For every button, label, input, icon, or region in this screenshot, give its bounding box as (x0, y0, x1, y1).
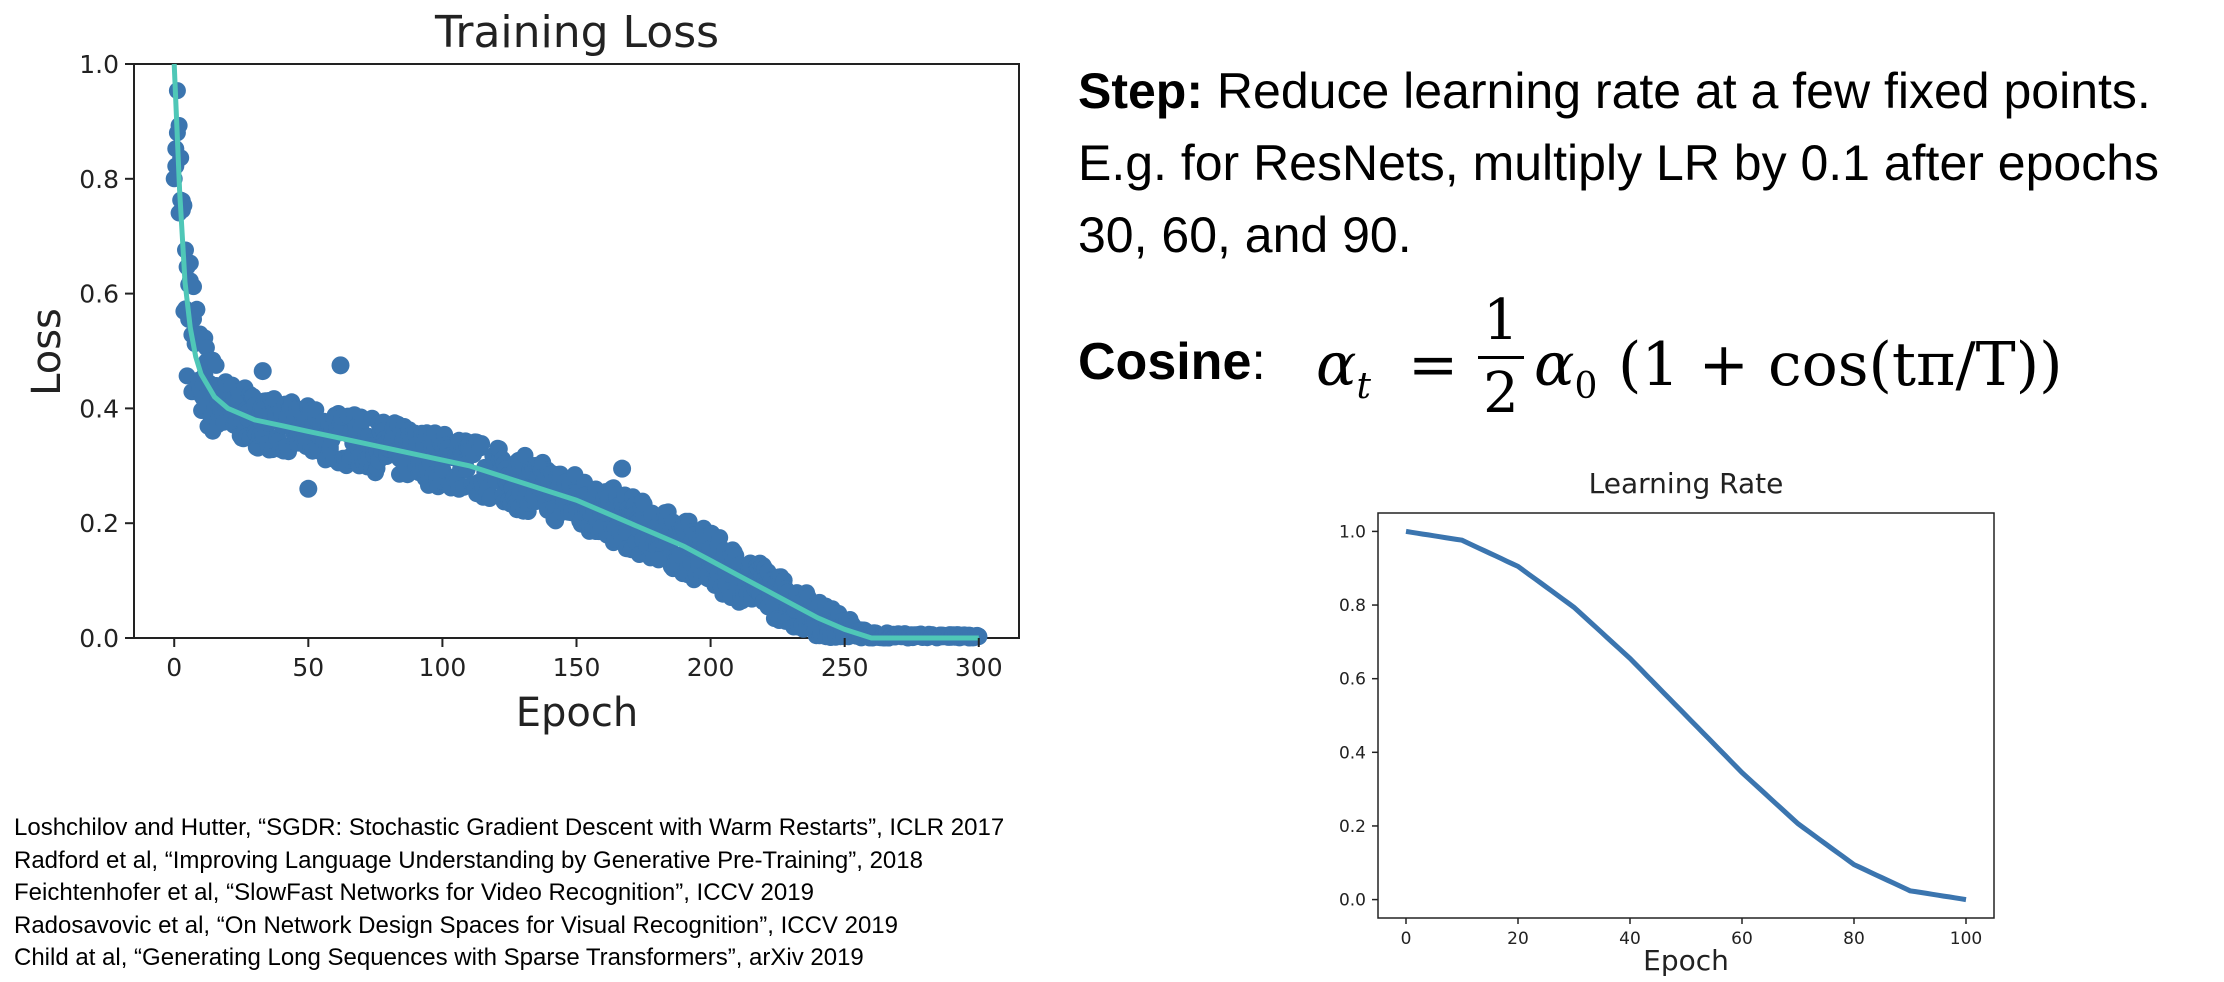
formula-lhs: α (1316, 330, 1357, 400)
cosine-schedule: Cosine: αt = 1 2 α0 (1 + cos(tπ/T)) (1078, 290, 2198, 440)
cosine-colon: : (1251, 333, 1266, 391)
lr-x-tick-label: 20 (1507, 929, 1529, 949)
formula-equals: = (1408, 330, 1459, 400)
training-loss-chart: Training Loss 0 50 100 150 200 250 300 0.0 0.2 0.… (24, 7, 1020, 736)
loss-x-tick-label: 250 (821, 653, 869, 682)
step-body: Reduce learning rate at a few fixed poin… (1078, 63, 2160, 263)
lr-x-tick-label: 60 (1731, 929, 1753, 949)
formula-alpha-0: α0 (1534, 330, 1597, 407)
loss-y-tick-label: 0.6 (79, 280, 119, 309)
lr-y-tick-label: 0.4 (1339, 743, 1366, 763)
formula-alpha0: α (1534, 330, 1575, 400)
loss-x-tick-label: 50 (292, 653, 324, 682)
formula-rhs: (1 + cos(tπ/T)) (1618, 330, 2063, 400)
lr-y-tick-label: 0.0 (1339, 891, 1366, 911)
loss-outlier-point (299, 479, 318, 498)
reference-item: Radford et al, “Improving Language Under… (14, 846, 923, 874)
references-list: Loshchilov and Hutter, “SGDR: Stochastic… (14, 812, 1004, 975)
reference-item: Feichtenhofer et al, “SlowFast Networks … (14, 879, 814, 906)
loss-chart-title: Training Loss (434, 7, 719, 58)
lr-x-tick-label: 80 (1843, 929, 1865, 949)
loss-point (185, 278, 202, 296)
loss-y-tick-label: 0.8 (79, 165, 119, 194)
lr-y-tick-label: 1.0 (1339, 522, 1366, 542)
formula-alpha-t: αt (1316, 330, 1371, 407)
formula-numerator: 1 (1483, 288, 1519, 353)
lr-y-tick-label: 0.8 (1339, 596, 1366, 616)
step-description: Step: Reduce learning rate at a few fixe… (1078, 55, 2198, 271)
loss-y-axis-label: Loss (24, 308, 70, 396)
formula-lhs-sub: t (1356, 366, 1371, 407)
cosine-label-group: Cosine: (1078, 332, 1266, 392)
cosine-label: Cosine (1078, 333, 1252, 391)
loss-x-axis-label: Epoch (516, 690, 638, 736)
lr-chart-title: Learning Rate (1589, 467, 1784, 500)
loss-y-tick-label: 0.2 (79, 509, 119, 538)
loss-x-tick-label: 300 (955, 653, 1003, 682)
reference-item: Radosavovic et al, “On Network Design Sp… (14, 911, 898, 939)
loss-y-tick-label: 0.0 (79, 624, 119, 653)
lr-y-tick-label: 0.2 (1339, 817, 1366, 837)
loss-point (473, 435, 491, 453)
loss-outlier-point (253, 362, 272, 381)
loss-x-tick-label: 200 (687, 653, 735, 682)
loss-point (197, 339, 215, 357)
loss-x-tick-label: 100 (419, 653, 467, 682)
lr-cosine-line (1405, 528, 1967, 903)
loss-point (643, 504, 661, 522)
loss-smoothed-line (171, 63, 979, 641)
reference-item: Child at al, “Generating Long Sequences … (14, 944, 864, 971)
loss-outlier-point (331, 356, 350, 375)
reference-item: Loshchilov and Hutter, “SGDR: Stochastic… (14, 814, 1005, 841)
formula-alpha0-sub: 0 (1574, 366, 1598, 407)
loss-y-tick-label: 0.4 (79, 394, 119, 423)
lr-axis-ticks: 0 20 40 60 80 100 0.0 0.2 0.4 0.6 0.8 1.0 (1339, 522, 1982, 949)
step-label: Step: (1078, 63, 1203, 119)
lr-x-tick-label: 40 (1619, 929, 1641, 949)
lr-plot-area (1377, 512, 1995, 919)
loss-y-tick-label: 1.0 (79, 50, 119, 79)
lr-y-tick-label: 0.6 (1339, 670, 1366, 690)
loss-scatter-points (165, 82, 988, 647)
loss-axis-ticks: 0 50 100 150 200 250 300 0.0 0.2 0.4 0.6 0.8 1.0 (79, 50, 1002, 682)
lr-x-tick-label: 0 (1401, 929, 1412, 949)
loss-outlier-point (613, 459, 632, 478)
loss-point (188, 301, 206, 319)
formula-fraction-bar (1478, 356, 1524, 359)
learning-rate-chart: Learning Rate 0 20 40 60 80 100 0.0 0.2 0.4 0.6 0.… (1339, 467, 1995, 977)
loss-point (650, 551, 668, 569)
loss-plot-area (133, 63, 1020, 639)
loss-x-tick-label: 150 (553, 653, 601, 682)
loss-x-tick-label: 0 (166, 653, 182, 682)
formula-denominator: 2 (1483, 361, 1519, 426)
loss-point (207, 356, 225, 374)
lr-x-tick-label: 100 (1950, 929, 1982, 949)
formula-fraction: 1 2 (1476, 290, 1526, 425)
lr-x-axis-label: Epoch (1643, 944, 1729, 977)
